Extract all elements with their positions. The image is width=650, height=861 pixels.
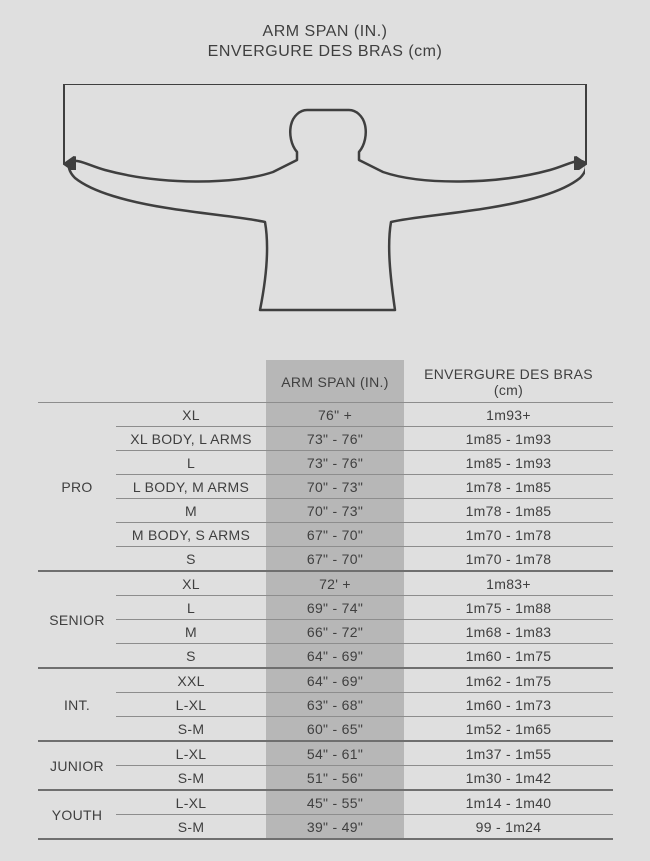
inches-cell: 64" - 69" xyxy=(266,668,404,693)
table-row: L-XL63" - 68"1m60 - 1m73 xyxy=(38,693,613,717)
table-row: S-M51" - 56"1m30 - 1m42 xyxy=(38,766,613,791)
inches-cell: 72' + xyxy=(266,571,404,596)
sizing-table: ARM SPAN (IN.) ENVERGURE DES BRAS (cm) P… xyxy=(38,360,613,840)
table-row: PROXL76" +1m93+ xyxy=(38,403,613,427)
table-row: S-M60" - 65"1m52 - 1m65 xyxy=(38,717,613,742)
size-table: ARM SPAN (IN.) ENVERGURE DES BRAS (cm) P… xyxy=(38,360,613,840)
inches-cell: 69" - 74" xyxy=(266,596,404,620)
size-cell: L xyxy=(116,451,266,475)
table-row: L73" - 76"1m85 - 1m93 xyxy=(38,451,613,475)
size-cell: M BODY, S ARMS xyxy=(116,523,266,547)
table-row: S64" - 69"1m60 - 1m75 xyxy=(38,644,613,669)
table-row: S-M39" - 49"99 - 1m24 xyxy=(38,815,613,840)
cm-cell: 1m60 - 1m75 xyxy=(404,644,613,669)
header-blank-2 xyxy=(116,360,266,403)
cm-cell: 1m85 - 1m93 xyxy=(404,451,613,475)
size-cell: L BODY, M ARMS xyxy=(116,475,266,499)
inches-cell: 39" - 49" xyxy=(266,815,404,840)
table-row: YOUTHL-XL45" - 55"1m14 - 1m40 xyxy=(38,790,613,815)
cm-cell: 1m52 - 1m65 xyxy=(404,717,613,742)
size-cell: M xyxy=(116,620,266,644)
cm-cell: 1m83+ xyxy=(404,571,613,596)
inches-cell: 70" - 73" xyxy=(266,475,404,499)
inches-cell: 67" - 70" xyxy=(266,547,404,572)
size-cell: S xyxy=(116,547,266,572)
table-row: SENIORXL72' +1m83+ xyxy=(38,571,613,596)
table-row: M BODY, S ARMS67" - 70"1m70 - 1m78 xyxy=(38,523,613,547)
size-cell: M xyxy=(116,499,266,523)
size-cell: XL xyxy=(116,403,266,427)
inches-cell: 67" - 70" xyxy=(266,523,404,547)
size-cell: XL xyxy=(116,571,266,596)
category-cell: INT. xyxy=(38,668,116,741)
header-title: ARM SPAN (IN.) ENVERGURE DES BRAS (cm) xyxy=(55,22,595,62)
human-figure-icon xyxy=(65,100,585,325)
inches-cell: 64" - 69" xyxy=(266,644,404,669)
inches-cell: 76" + xyxy=(266,403,404,427)
size-cell: S-M xyxy=(116,766,266,791)
cm-cell: 1m70 - 1m78 xyxy=(404,547,613,572)
table-row: XL BODY, L ARMS73" - 76"1m85 - 1m93 xyxy=(38,427,613,451)
cm-cell: 1m78 - 1m85 xyxy=(404,499,613,523)
table-row: M70" - 73"1m78 - 1m85 xyxy=(38,499,613,523)
table-row: L BODY, M ARMS70" - 73"1m78 - 1m85 xyxy=(38,475,613,499)
size-cell: XXL xyxy=(116,668,266,693)
size-cell: L-XL xyxy=(116,790,266,815)
category-cell: PRO xyxy=(38,403,116,572)
cm-cell: 99 - 1m24 xyxy=(404,815,613,840)
category-cell: SENIOR xyxy=(38,571,116,668)
table-row: L69" - 74"1m75 - 1m88 xyxy=(38,596,613,620)
cm-cell: 1m60 - 1m73 xyxy=(404,693,613,717)
header-blank-1 xyxy=(38,360,116,403)
cm-cell: 1m85 - 1m93 xyxy=(404,427,613,451)
table-header-row: ARM SPAN (IN.) ENVERGURE DES BRAS (cm) xyxy=(38,360,613,403)
inches-cell: 60" - 65" xyxy=(266,717,404,742)
header-line-2: ENVERGURE DES BRAS (cm) xyxy=(55,42,595,62)
cm-cell: 1m70 - 1m78 xyxy=(404,523,613,547)
table-row: M66" - 72"1m68 - 1m83 xyxy=(38,620,613,644)
inches-cell: 45" - 55" xyxy=(266,790,404,815)
inches-cell: 54" - 61" xyxy=(266,741,404,766)
cm-cell: 1m37 - 1m55 xyxy=(404,741,613,766)
category-cell: YOUTH xyxy=(38,790,116,839)
cm-cell: 1m14 - 1m40 xyxy=(404,790,613,815)
cm-cell: 1m75 - 1m88 xyxy=(404,596,613,620)
header-arm-span-in: ARM SPAN (IN.) xyxy=(266,360,404,403)
inches-cell: 51" - 56" xyxy=(266,766,404,791)
cm-cell: 1m62 - 1m75 xyxy=(404,668,613,693)
header-line-1: ARM SPAN (IN.) xyxy=(55,22,595,42)
size-cell: S xyxy=(116,644,266,669)
size-chart-page: ARM SPAN (IN.) ENVERGURE DES BRAS (cm) xyxy=(0,0,650,861)
size-cell: S-M xyxy=(116,815,266,840)
category-cell: JUNIOR xyxy=(38,741,116,790)
inches-cell: 63" - 68" xyxy=(266,693,404,717)
size-cell: XL BODY, L ARMS xyxy=(116,427,266,451)
size-cell: L xyxy=(116,596,266,620)
cm-cell: 1m93+ xyxy=(404,403,613,427)
cm-cell: 1m30 - 1m42 xyxy=(404,766,613,791)
inches-cell: 73" - 76" xyxy=(266,427,404,451)
inches-cell: 70" - 73" xyxy=(266,499,404,523)
cm-cell: 1m68 - 1m83 xyxy=(404,620,613,644)
table-row: S67" - 70"1m70 - 1m78 xyxy=(38,547,613,572)
size-cell: L-XL xyxy=(116,741,266,766)
size-cell: L-XL xyxy=(116,693,266,717)
table-row: JUNIORL-XL54" - 61"1m37 - 1m55 xyxy=(38,741,613,766)
inches-cell: 73" - 76" xyxy=(266,451,404,475)
cm-cell: 1m78 - 1m85 xyxy=(404,475,613,499)
size-cell: S-M xyxy=(116,717,266,742)
table-row: INT.XXL64" - 69"1m62 - 1m75 xyxy=(38,668,613,693)
inches-cell: 66" - 72" xyxy=(266,620,404,644)
header-arm-span-cm: ENVERGURE DES BRAS (cm) xyxy=(404,360,613,403)
